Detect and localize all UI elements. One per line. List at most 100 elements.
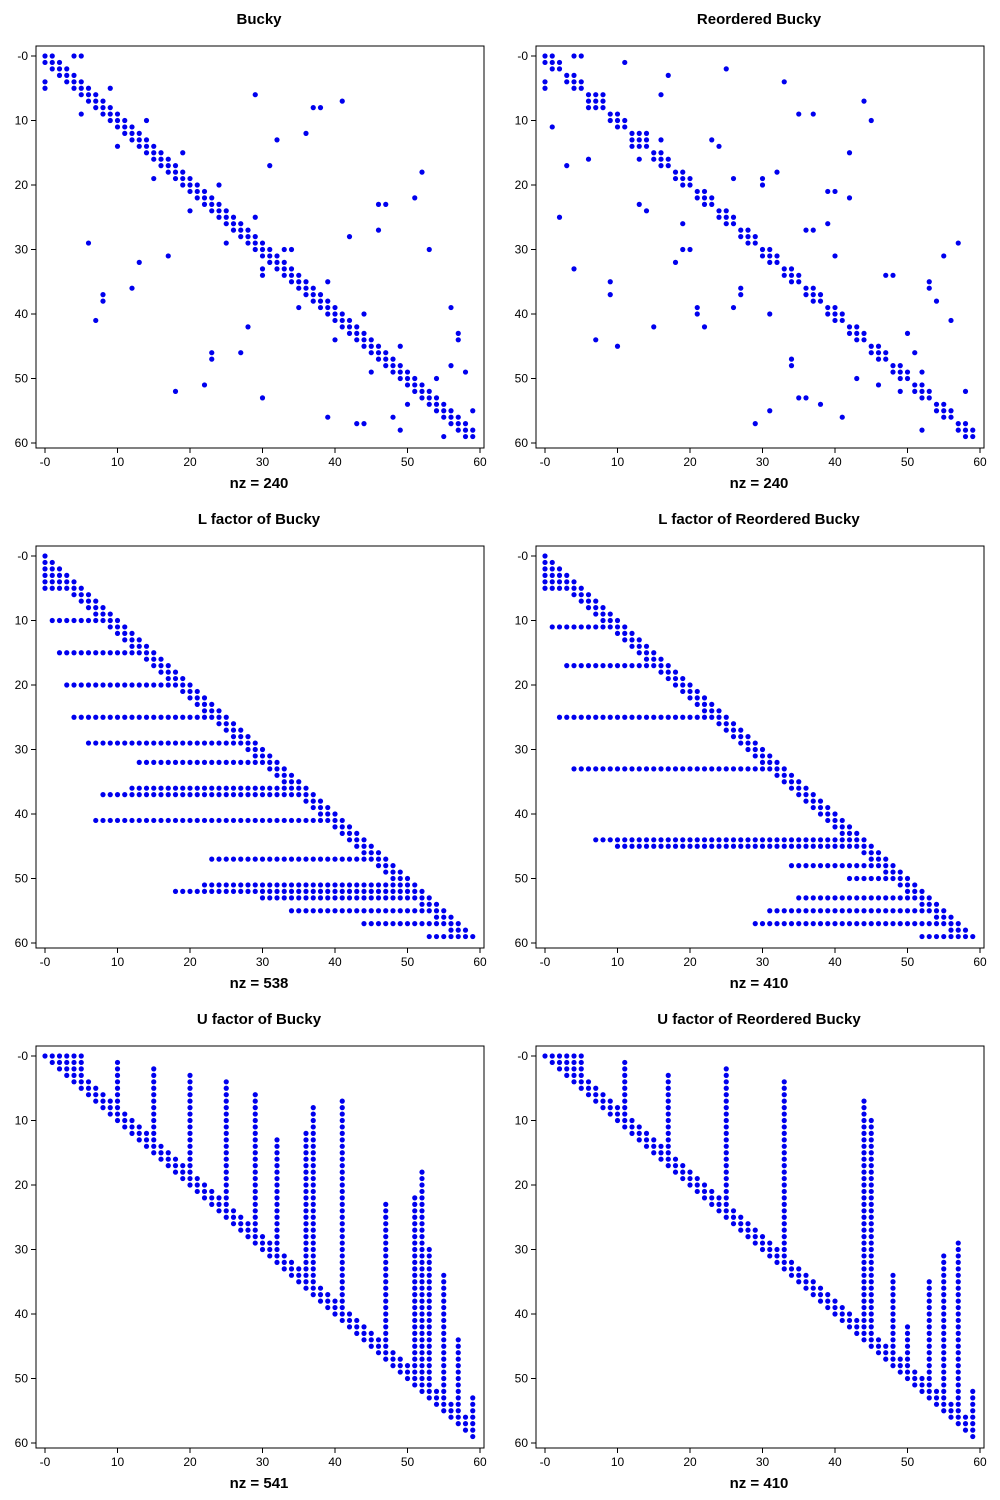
nonzero-point xyxy=(296,882,302,888)
nonzero-point xyxy=(861,1137,867,1143)
nonzero-point xyxy=(375,908,382,914)
nonzero-point xyxy=(412,1259,418,1265)
nonzero-point xyxy=(651,714,657,720)
nonzero-point xyxy=(571,266,577,272)
nonzero-point xyxy=(274,259,280,265)
nonzero-point xyxy=(571,585,577,591)
nonzero-point xyxy=(172,759,179,765)
nonzero-point xyxy=(904,1363,911,1369)
x-tick-label: 40 xyxy=(328,1455,342,1469)
nonzero-point xyxy=(781,1105,787,1111)
nonzero-point xyxy=(919,895,925,901)
nonzero-point xyxy=(738,1214,744,1220)
nonzero-point xyxy=(752,234,758,240)
nonzero-point xyxy=(354,421,360,427)
nonzero-point xyxy=(868,350,874,356)
nonzero-point xyxy=(788,266,795,272)
nonzero-point xyxy=(390,363,396,369)
nonzero-point xyxy=(723,208,729,214)
nonzero-point xyxy=(767,759,773,765)
nonzero-point xyxy=(883,1356,889,1362)
nonzero-point xyxy=(817,292,824,298)
nonzero-point xyxy=(738,292,744,298)
nonzero-point xyxy=(890,363,896,369)
nonzero-point xyxy=(339,1195,345,1201)
nonzero-point xyxy=(556,1053,563,1059)
nonzero-point xyxy=(549,53,555,59)
nonzero-point xyxy=(143,643,150,649)
nonzero-point xyxy=(781,1253,787,1259)
nonzero-point xyxy=(643,643,650,649)
nonzero-point xyxy=(296,1266,302,1272)
nonzero-point xyxy=(571,79,577,85)
chart-panel-l-factor-bucky: L factor of Bucky -0 10 20 30 40 50 60 -0 10 20 30 4… xyxy=(0,500,500,1000)
x-tick-label: 50 xyxy=(901,1455,915,1469)
nonzero-point xyxy=(158,759,164,765)
nonzero-point xyxy=(252,1201,258,1207)
nonzero-point xyxy=(622,1117,628,1124)
nonzero-point xyxy=(368,856,374,862)
nonzero-point xyxy=(361,882,367,888)
points-group xyxy=(42,53,476,440)
nonzero-point xyxy=(578,585,584,591)
nonzero-point xyxy=(441,408,447,414)
y-tick-label: 50 xyxy=(15,872,29,886)
nonzero-point xyxy=(49,579,55,585)
nonzero-point xyxy=(114,817,121,824)
nonzero-point xyxy=(955,1401,961,1407)
nonzero-point xyxy=(259,1234,266,1240)
nonzero-point xyxy=(643,766,650,772)
nonzero-point xyxy=(904,375,911,382)
nonzero-point xyxy=(310,1137,316,1143)
nonzero-point xyxy=(397,427,403,433)
nonzero-point xyxy=(288,1272,295,1278)
nonzero-point xyxy=(651,1137,657,1143)
nonzero-point xyxy=(788,843,795,849)
nonzero-point xyxy=(680,1163,686,1169)
nonzero-point xyxy=(622,637,628,643)
nonzero-point xyxy=(868,1214,874,1220)
nonzero-point xyxy=(419,382,425,388)
nonzero-point xyxy=(890,921,896,927)
nonzero-point xyxy=(151,656,157,662)
nonzero-point xyxy=(223,785,229,791)
nonzero-point xyxy=(114,1111,121,1117)
nonzero-point xyxy=(730,843,737,849)
nonzero-point xyxy=(941,1375,947,1382)
nonzero-point xyxy=(404,369,411,375)
nonzero-point xyxy=(107,714,113,720)
nonzero-point xyxy=(948,927,954,933)
nonzero-point xyxy=(549,1059,555,1066)
nonzero-point xyxy=(890,1363,896,1369)
nonzero-point xyxy=(585,105,592,111)
nonzero-point xyxy=(426,1343,432,1349)
nonzero-point xyxy=(419,1369,425,1375)
nonzero-point xyxy=(71,682,77,688)
nonzero-point xyxy=(629,1124,635,1130)
nonzero-point xyxy=(890,1330,896,1336)
nonzero-point xyxy=(556,714,563,720)
nonzero-point xyxy=(832,188,838,195)
nonzero-point xyxy=(93,598,99,604)
chart-panel-u-factor-bucky: U factor of Bucky -0 10 20 30 40 50 60 -0 10 20 30 4… xyxy=(0,1000,500,1500)
nonzero-point xyxy=(325,279,331,285)
nonzero-point xyxy=(441,1350,447,1356)
nonzero-point xyxy=(114,740,121,746)
y-tick-label: 40 xyxy=(15,1307,29,1321)
nonzero-point xyxy=(310,1175,316,1182)
nonzero-point xyxy=(890,1272,896,1278)
nonzero-point xyxy=(151,1085,157,1091)
nonzero-point xyxy=(614,1111,621,1117)
nonzero-point xyxy=(861,1272,867,1278)
nonzero-point xyxy=(854,843,860,849)
nonzero-point xyxy=(383,888,389,894)
nonzero-point xyxy=(274,137,280,143)
nonzero-point xyxy=(875,356,882,362)
nonzero-point xyxy=(600,714,606,720)
nonzero-point xyxy=(941,1285,947,1291)
nonzero-point xyxy=(267,759,273,765)
nonzero-point xyxy=(868,1130,874,1136)
nonzero-point xyxy=(861,330,867,336)
nonzero-point xyxy=(781,1208,787,1214)
nonzero-point xyxy=(658,137,664,143)
